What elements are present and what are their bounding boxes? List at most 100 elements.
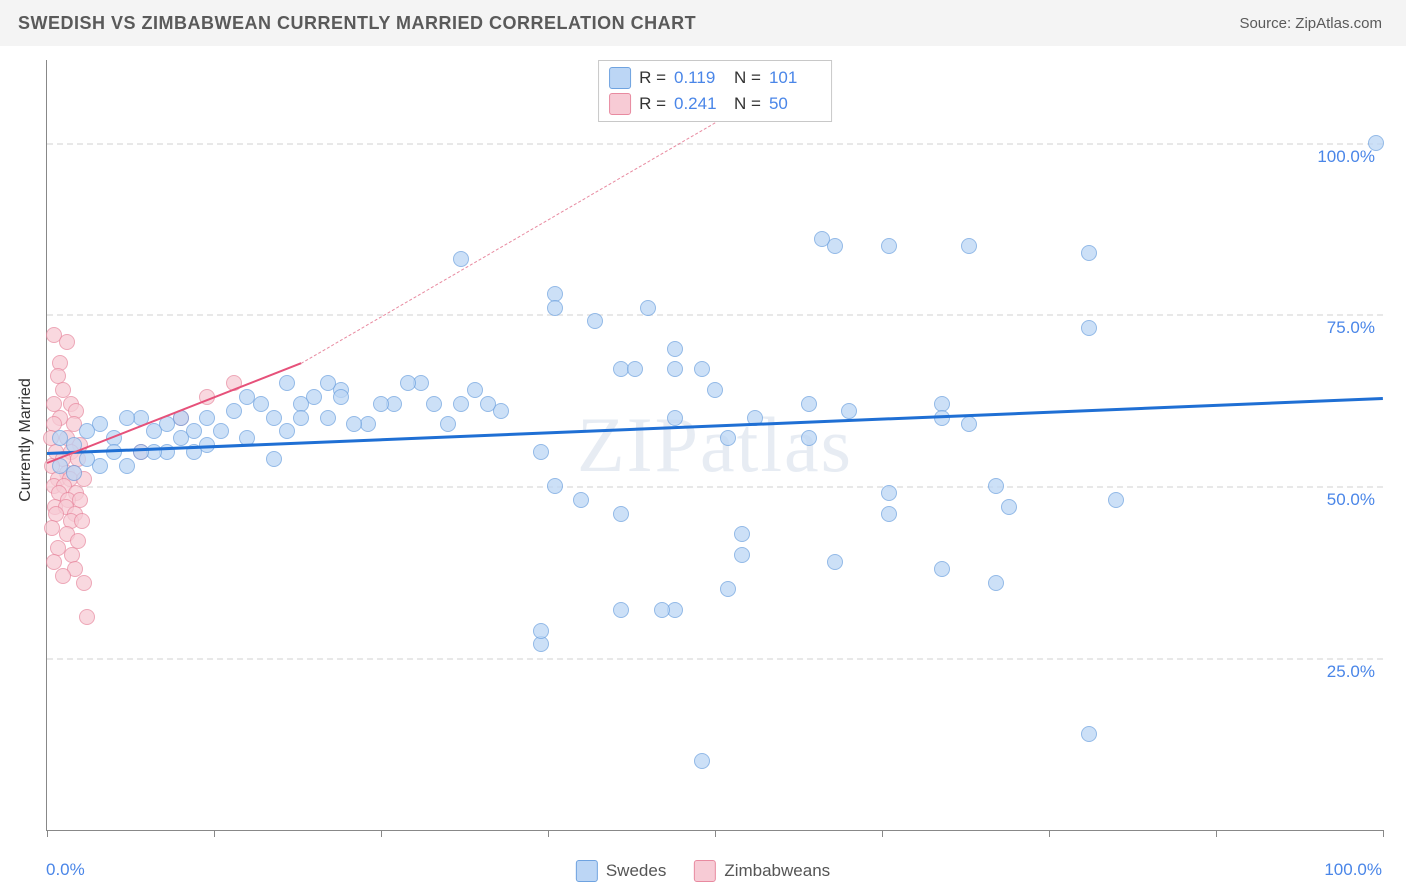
scatter-point — [1368, 135, 1384, 151]
legend-swatch — [609, 93, 631, 115]
scatter-point — [1081, 320, 1097, 336]
legend-item: Zimbabweans — [694, 860, 830, 882]
scatter-point — [654, 602, 670, 618]
scatter-point — [79, 423, 95, 439]
scatter-point — [279, 423, 295, 439]
scatter-point — [881, 485, 897, 501]
scatter-point — [440, 416, 456, 432]
r-label: R = — [639, 68, 666, 88]
chart-container: SWEDISH VS ZIMBABWEAN CURRENTLY MARRIED … — [0, 0, 1406, 892]
y-axis-title: Currently Married — [17, 378, 35, 502]
n-label: N = — [734, 68, 761, 88]
x-tick — [1049, 830, 1050, 837]
y-tick-label: 100.0% — [1317, 147, 1375, 167]
x-tick — [47, 830, 48, 837]
y-tick-label: 25.0% — [1327, 662, 1375, 682]
x-axis-min-label: 0.0% — [46, 860, 85, 880]
scatter-point — [333, 389, 349, 405]
scatter-point — [734, 547, 750, 563]
stats-box: R =0.119N =101R =0.241N =50 — [598, 60, 832, 122]
scatter-point — [734, 526, 750, 542]
scatter-point — [480, 396, 496, 412]
chart-title: SWEDISH VS ZIMBABWEAN CURRENTLY MARRIED … — [18, 13, 696, 34]
scatter-point — [694, 361, 710, 377]
scatter-point — [988, 575, 1004, 591]
scatter-point — [279, 375, 295, 391]
scatter-point — [1001, 499, 1017, 515]
scatter-point — [961, 238, 977, 254]
n-value: 101 — [769, 68, 821, 88]
legend-item: Swedes — [576, 860, 666, 882]
scatter-point — [213, 423, 229, 439]
scatter-point — [881, 238, 897, 254]
r-value: 0.241 — [674, 94, 726, 114]
scatter-point — [547, 478, 563, 494]
scatter-point — [533, 636, 549, 652]
legend-swatch — [576, 860, 598, 882]
scatter-point — [1081, 245, 1097, 261]
y-tick-label: 75.0% — [1327, 318, 1375, 338]
scatter-point — [76, 575, 92, 591]
scatter-point — [266, 451, 282, 467]
scatter-point — [961, 416, 977, 432]
r-label: R = — [639, 94, 666, 114]
x-tick — [1216, 830, 1217, 837]
scatter-point — [667, 410, 683, 426]
scatter-point — [373, 396, 389, 412]
scatter-point — [55, 568, 71, 584]
stats-row: R =0.119N =101 — [609, 65, 821, 91]
y-tick-label: 50.0% — [1327, 490, 1375, 510]
scatter-point — [613, 602, 629, 618]
scatter-point — [587, 313, 603, 329]
scatter-point — [988, 478, 1004, 494]
x-axis-max-label: 100.0% — [1324, 860, 1382, 880]
gridline — [47, 143, 1383, 145]
x-tick — [214, 830, 215, 837]
scatter-point — [453, 396, 469, 412]
scatter-point — [44, 520, 60, 536]
gridline — [47, 658, 1383, 660]
scatter-point — [881, 506, 897, 522]
legend-swatch — [609, 67, 631, 89]
scatter-point — [173, 430, 189, 446]
title-bar: SWEDISH VS ZIMBABWEAN CURRENTLY MARRIED … — [0, 0, 1406, 46]
x-tick — [548, 830, 549, 837]
scatter-point — [640, 300, 656, 316]
scatter-point — [720, 581, 736, 597]
n-label: N = — [734, 94, 761, 114]
scatter-point — [226, 403, 242, 419]
scatter-point — [119, 410, 135, 426]
trend-line — [301, 122, 716, 363]
scatter-point — [426, 396, 442, 412]
gridline — [47, 486, 1383, 488]
scatter-point — [627, 361, 643, 377]
scatter-point — [133, 444, 149, 460]
scatter-point — [119, 458, 135, 474]
legend-label: Zimbabweans — [724, 861, 830, 881]
scatter-point — [573, 492, 589, 508]
scatter-point — [827, 554, 843, 570]
scatter-point — [814, 231, 830, 247]
scatter-point — [400, 375, 416, 391]
plot-area: ZIPatlas 25.0%50.0%75.0%100.0%R =0.119N … — [46, 60, 1383, 831]
scatter-point — [841, 403, 857, 419]
scatter-point — [533, 623, 549, 639]
legend-label: Swedes — [606, 861, 666, 881]
n-value: 50 — [769, 94, 821, 114]
x-tick — [715, 830, 716, 837]
x-tick — [882, 830, 883, 837]
scatter-point — [453, 251, 469, 267]
scatter-point — [1081, 726, 1097, 742]
trend-line — [47, 397, 1383, 455]
stats-row: R = 0.241 N = 50 — [609, 91, 821, 117]
scatter-point — [934, 561, 950, 577]
scatter-point — [320, 375, 336, 391]
scatter-point — [59, 334, 75, 350]
scatter-point — [694, 753, 710, 769]
gridline — [47, 314, 1383, 316]
scatter-point — [293, 410, 309, 426]
bottom-legend: Swedes Zimbabweans — [576, 860, 830, 882]
scatter-point — [79, 609, 95, 625]
scatter-point — [467, 382, 483, 398]
scatter-point — [199, 410, 215, 426]
